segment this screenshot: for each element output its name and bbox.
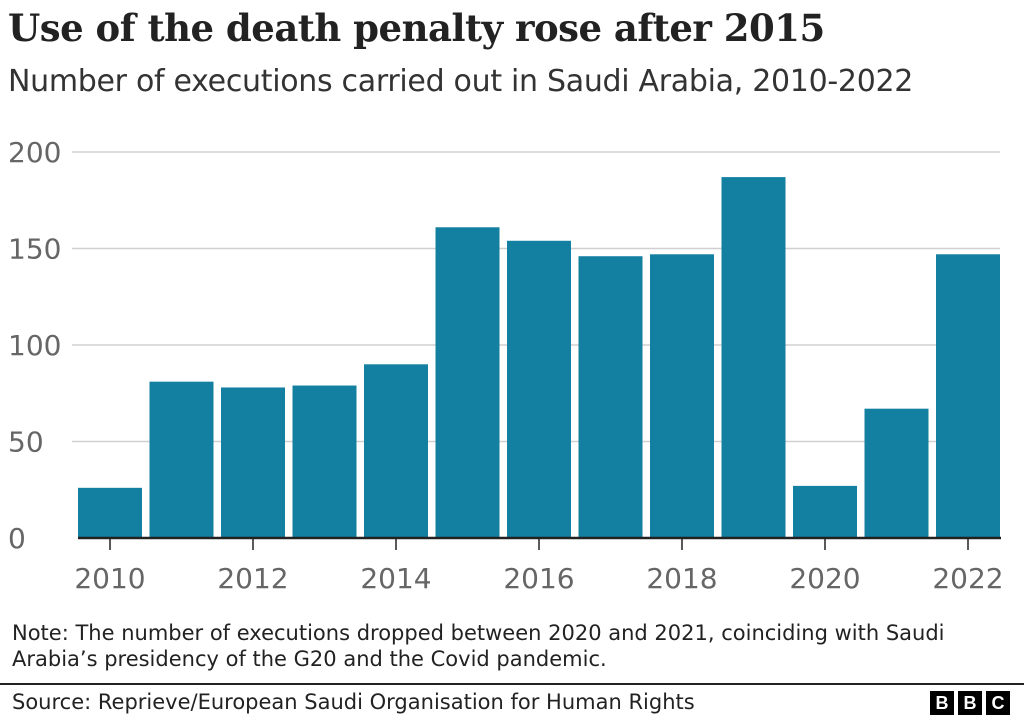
x-tick-label: 2010 <box>74 562 145 595</box>
x-tick-label: 2018 <box>646 562 717 595</box>
x-tick-label: 2020 <box>789 562 860 595</box>
x-tick-label: 2022 <box>932 562 1003 595</box>
y-tick-label: 200 <box>8 136 61 169</box>
y-tick-label: 0 <box>8 522 26 555</box>
bar-2015 <box>435 227 500 538</box>
bbc-logo-letter: B <box>930 691 954 715</box>
bar-2018 <box>650 254 714 539</box>
chart-subtitle: Number of executions carried out in Saud… <box>8 64 914 99</box>
y-tick-label: 150 <box>8 233 61 266</box>
bbc-logo-letter: B <box>958 691 982 715</box>
bar-2011 <box>149 381 214 538</box>
chart-note: Note: The number of executions dropped b… <box>12 621 945 671</box>
bar-chart: 0 50 100 150 200 2010 2012 2014 2016 2018 2020 2022 <box>8 136 1004 595</box>
y-tick-label: 100 <box>8 329 61 362</box>
x-tick-label: 2016 <box>503 562 574 595</box>
bar-2013 <box>292 385 357 538</box>
bar-2017 <box>578 256 643 538</box>
chart-title: Use of the death penalty rose after 2015 <box>8 6 825 50</box>
bar-2022 <box>936 254 1000 539</box>
x-tick-label: 2012 <box>217 562 288 595</box>
bar-2019 <box>721 177 786 538</box>
source-text: Source: Reprieve/European Saudi Organisa… <box>12 690 695 714</box>
bar-2010 <box>78 487 142 538</box>
bbc-logo-letter: C <box>986 691 1010 715</box>
bar-2020 <box>793 485 857 538</box>
bbc-logo: B B C <box>930 691 1010 715</box>
bar-2016 <box>507 240 571 538</box>
bar-2012 <box>221 387 285 538</box>
bar-2021 <box>864 408 929 538</box>
x-tick-label: 2014 <box>360 562 431 595</box>
bar-2014 <box>364 364 428 538</box>
y-tick-label: 50 <box>8 426 44 459</box>
footer-divider <box>0 683 1024 685</box>
